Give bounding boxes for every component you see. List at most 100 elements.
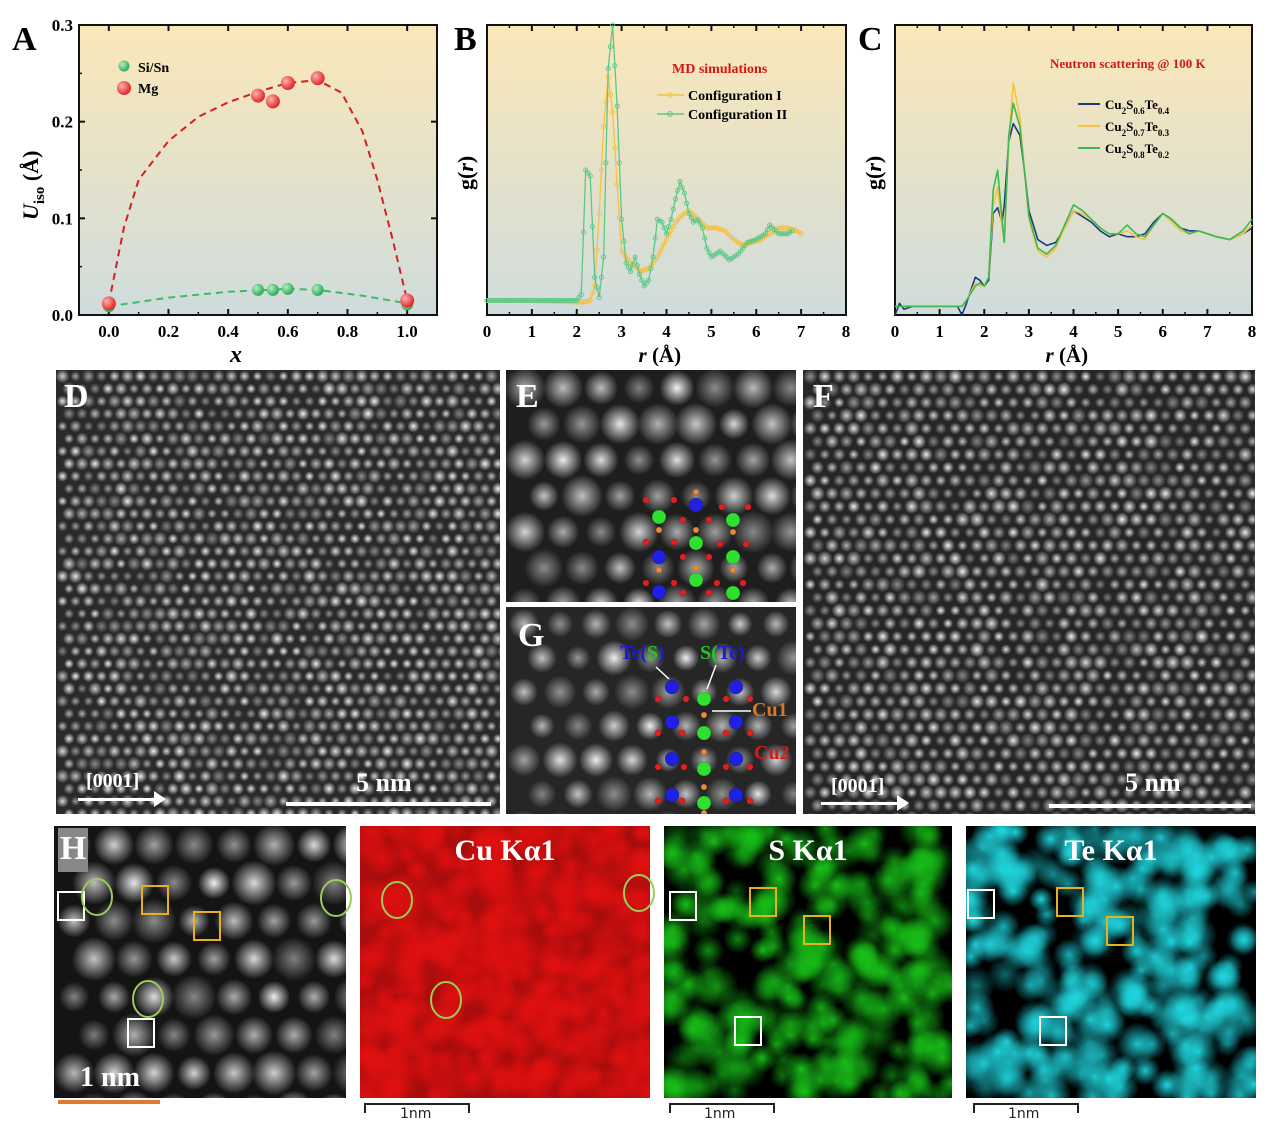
- atom-column: [1056, 668, 1072, 683]
- atom-column: [1203, 722, 1215, 733]
- atom-column: [174, 826, 214, 865]
- atom-column: [583, 586, 619, 602]
- atom-column: [315, 644, 330, 658]
- atom-column: [121, 644, 134, 658]
- atom-column: [399, 381, 415, 396]
- atom-column: [133, 1052, 175, 1094]
- series-marker-1: [587, 297, 593, 304]
- atom-column: [1035, 759, 1050, 774]
- atom-column: [954, 563, 971, 580]
- atom-column: [731, 510, 775, 554]
- atom-column: [790, 482, 796, 510]
- atom-column: [348, 656, 362, 671]
- atom-column: [349, 508, 361, 520]
- atom-s: [725, 512, 741, 528]
- atom-column: [414, 383, 426, 395]
- atom-column: [847, 526, 860, 539]
- atom-column: [1131, 540, 1142, 551]
- atom-column: [309, 507, 323, 521]
- atom-column: [1137, 370, 1151, 384]
- atom-column: [1086, 383, 1100, 396]
- atom-column: [1044, 618, 1055, 629]
- series-marker-2: [589, 223, 596, 230]
- atom-column: [732, 370, 774, 409]
- atom-column: [934, 422, 947, 435]
- atom-column: [212, 520, 225, 533]
- atom-column: [1121, 370, 1137, 385]
- atom-column: [71, 936, 117, 982]
- signal-blob: [1232, 833, 1256, 865]
- atom-column: [283, 706, 297, 721]
- atom-column: [178, 905, 210, 937]
- atom-column: [919, 655, 934, 670]
- atom-column: [187, 395, 198, 407]
- atom-column: [433, 395, 446, 407]
- atom-column: [1078, 654, 1094, 671]
- y-tick-label: 0.3: [52, 16, 73, 35]
- atom-column: [343, 671, 354, 682]
- atom-column: [934, 552, 947, 565]
- atom-column: [804, 656, 817, 669]
- atom-column: [1100, 538, 1115, 553]
- atom-column: [949, 526, 961, 539]
- atom-column: [543, 675, 577, 709]
- atom-column: [928, 514, 939, 525]
- series-marker-1: [598, 167, 604, 173]
- atom-column: [905, 395, 919, 410]
- atom-column: [69, 745, 82, 757]
- atom-column: [328, 669, 343, 683]
- atom-column: [542, 370, 584, 409]
- atom-column: [303, 620, 316, 632]
- atom-column: [198, 419, 213, 433]
- atom-column: [219, 808, 231, 814]
- atom-column: [466, 433, 478, 445]
- atom-column: [187, 571, 198, 582]
- series-marker-2: [571, 297, 578, 304]
- atom-column: [1217, 461, 1230, 474]
- atom-column: [56, 744, 70, 759]
- series-marker-2: [605, 65, 611, 72]
- series-marker-2: [650, 254, 656, 260]
- atom-column: [962, 785, 977, 800]
- atom-column: [969, 746, 985, 761]
- atom-column: [810, 460, 825, 475]
- series-marker-1: [791, 227, 797, 233]
- atom-column: [1174, 591, 1186, 604]
- atom-column: [75, 657, 89, 670]
- atom-column: [193, 758, 205, 770]
- atom-column: [751, 403, 793, 445]
- atom-column: [467, 383, 477, 394]
- atom-column: [90, 608, 100, 619]
- atom-column: [421, 520, 432, 532]
- atom-column: [297, 783, 309, 795]
- atom-column: [148, 496, 159, 507]
- series-marker-2: [607, 44, 613, 50]
- atom-column: [1028, 539, 1042, 552]
- eds-scale-label-te: 1nm: [1008, 1106, 1040, 1122]
- atom-column: [1058, 409, 1070, 422]
- atom-column: [245, 783, 257, 794]
- atom-column: [1042, 382, 1057, 397]
- atom-column: [134, 419, 147, 433]
- atom-column: [1208, 499, 1224, 514]
- atom-column: [311, 633, 321, 644]
- atom-column: [1122, 603, 1136, 618]
- atom-column: [1216, 668, 1231, 683]
- atom-column: [148, 646, 159, 657]
- atom-cu2: [705, 589, 713, 597]
- atom-column: [69, 445, 82, 458]
- atom-column: [258, 458, 270, 469]
- atom-column: [376, 508, 386, 519]
- atom-column: [1071, 642, 1086, 657]
- atom-column: [225, 470, 238, 483]
- atom-column: [877, 760, 889, 773]
- atom-column: [290, 544, 303, 558]
- atom-column: [831, 602, 847, 619]
- atom-column: [270, 706, 284, 721]
- atom-column: [63, 808, 75, 814]
- signal-blob: [830, 1048, 859, 1077]
- series-marker-1: [668, 228, 674, 234]
- panel-letter: A: [12, 21, 37, 58]
- atom-column: [171, 974, 217, 1020]
- atom-column: [825, 538, 839, 553]
